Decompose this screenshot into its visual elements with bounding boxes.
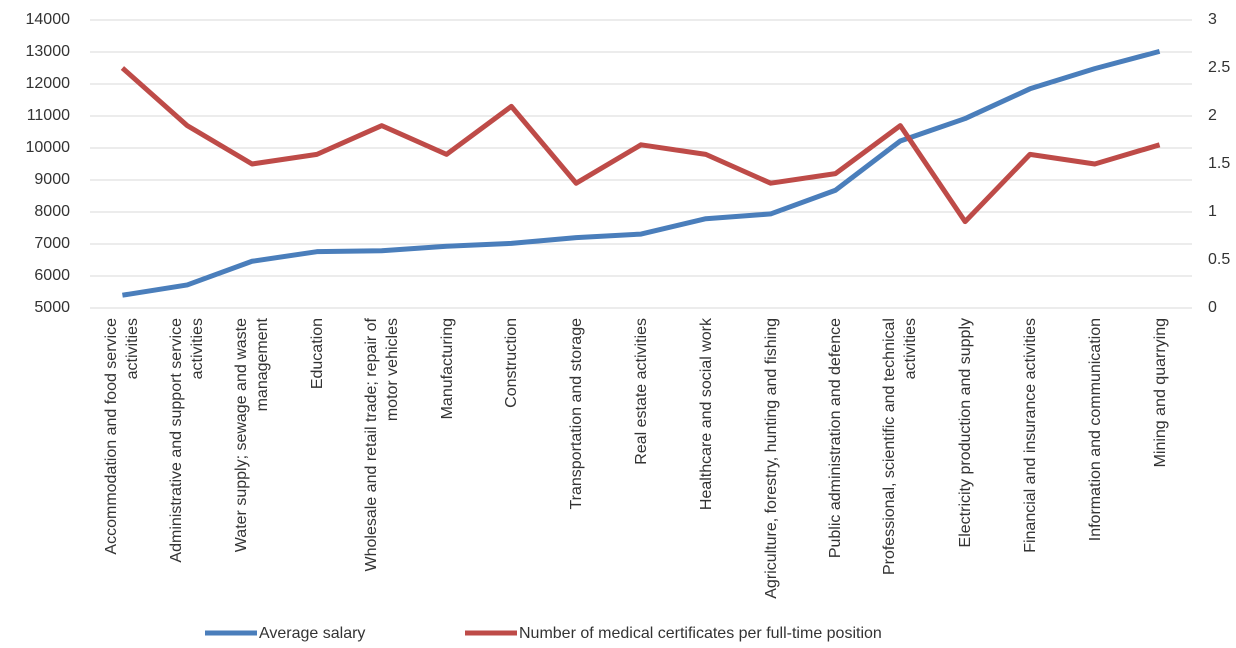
series-line <box>122 48 1161 298</box>
y2-tick-label: 0.5 <box>1208 251 1230 268</box>
legend-label: Average salary <box>259 625 365 642</box>
y2-tick-label: 1.5 <box>1208 155 1230 172</box>
x-tick-label: Information and communication <box>1086 318 1104 542</box>
y2-tick-label: 0 <box>1208 299 1217 316</box>
y-tick-label: 7000 <box>34 235 70 252</box>
y-tick-label: 6000 <box>34 267 70 284</box>
y-tick-label: 10000 <box>26 139 71 156</box>
series-line <box>120 66 1161 225</box>
x-tick-label: Construction <box>502 318 520 408</box>
y2-tick-label: 2 <box>1208 107 1217 124</box>
x-tick-label: Public administration and defence <box>826 318 844 559</box>
x-tick-label: Agriculture, forestry, hunting and fishi… <box>762 318 780 599</box>
x-tick-label: Administrative and support service activ… <box>168 318 207 563</box>
x-tick-label: Financial and insurance activities <box>1021 318 1039 553</box>
y-tick-label: 13000 <box>26 43 71 60</box>
y2-tick-label: 3 <box>1208 11 1217 28</box>
y-tick-label: 14000 <box>26 11 71 28</box>
x-tick-label: Manufacturing <box>438 318 456 420</box>
x-tick-label: Real estate activities <box>632 318 650 465</box>
y-tick-label: 12000 <box>26 75 71 92</box>
x-tick-label: Electricity production and supply <box>956 318 974 548</box>
x-tick-label: Professional, scientific and technical a… <box>881 318 920 576</box>
y-tick-label: 11000 <box>27 107 70 124</box>
y2-tick-label: 1 <box>1208 203 1217 220</box>
y-tick-label: 8000 <box>34 203 70 220</box>
x-tick-label: Water supply; sewage and waste managemen… <box>233 318 272 553</box>
x-tick-label: Wholesale and retail trade; repair of mo… <box>362 318 401 572</box>
x-tick-label: Transportation and storage <box>567 318 585 510</box>
y2-tick-label: 2.5 <box>1208 59 1230 76</box>
x-tick-label: Mining and quarrying <box>1151 318 1169 468</box>
y-tick-label: 5000 <box>34 299 70 316</box>
x-tick-label: Education <box>308 318 326 390</box>
x-tick-label: Healthcare and social work <box>697 318 715 511</box>
legend-label: Number of medical certificates per full-… <box>519 625 882 642</box>
y-tick-label: 9000 <box>34 171 70 188</box>
x-tick-label: Accommodation and food service activitie… <box>103 318 142 555</box>
